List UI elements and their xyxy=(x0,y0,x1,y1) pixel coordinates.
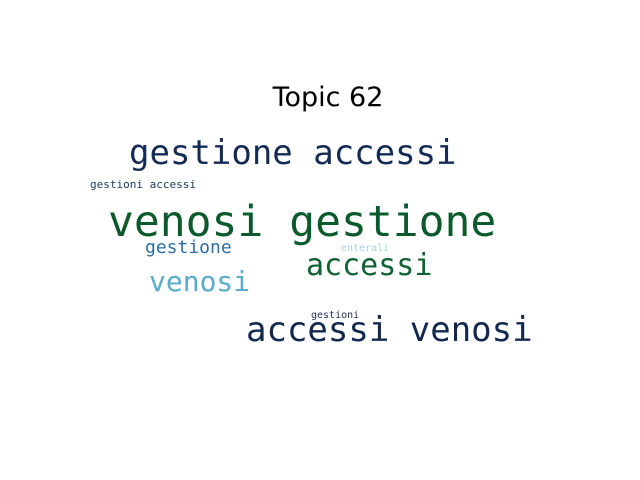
word-accessi: accessi xyxy=(306,248,433,283)
word-gestione-accessi: gestione accessi xyxy=(129,133,457,173)
word-accessi-venosi: accessi venosi xyxy=(246,310,533,350)
word-cloud: venosi gestione gestione accessi accessi… xyxy=(88,132,544,354)
word-venosi: venosi xyxy=(149,265,251,298)
word-gestioni: gestioni xyxy=(311,310,360,321)
word-enterali: enterali xyxy=(341,243,390,254)
word-venosi-gestione: venosi gestione xyxy=(108,197,497,247)
word-gestione: gestione xyxy=(145,237,232,258)
word-gestioni-accessi: gestioni accessi xyxy=(90,178,196,191)
figure-title: Topic 62 xyxy=(272,82,384,113)
